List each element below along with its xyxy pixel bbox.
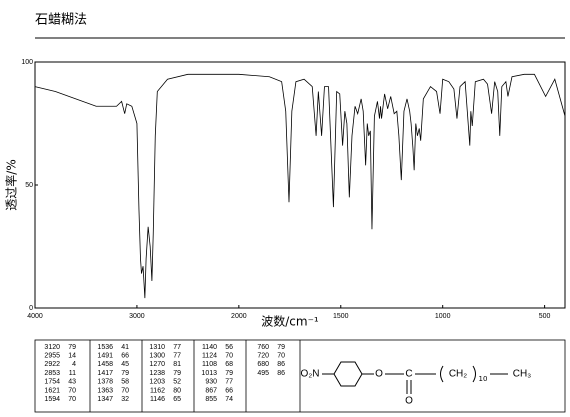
peak-transmittance: 70 [277,353,285,360]
peak-wavenumber: 1621 [44,387,60,394]
peak-transmittance: 32 [121,396,129,403]
peak-transmittance: 77 [225,379,233,386]
peak-wavenumber: 2955 [44,353,60,360]
peak-wavenumber: 1363 [97,387,113,394]
x-axis-label: 波数/cm⁻¹ [261,314,319,329]
peak-transmittance: 14 [68,353,76,360]
peak-transmittance: 79 [121,370,129,377]
peak-transmittance: 66 [225,387,233,394]
x-tick-label: 1000 [435,313,451,320]
peak-transmittance: 11 [69,370,76,377]
peak-transmittance: 74 [225,396,233,403]
peak-wavenumber: 2853 [44,370,60,377]
peak-transmittance: 79 [277,344,285,351]
plot-frame [34,61,566,309]
peak-wavenumber: 1536 [97,344,113,351]
peak-wavenumber: 930 [205,379,217,386]
peak-wavenumber: 855 [205,396,217,403]
peak-wavenumber: 1300 [149,353,165,360]
struct-label: CH₂ [449,369,467,380]
peak-transmittance: 70 [121,387,129,394]
y-axis-label: 透过率/% [4,159,19,210]
structure: O₂N O C O CH₂ 10 CH₃ [301,361,532,407]
x-tick-label: 4000 [27,313,43,320]
bracket [472,365,476,383]
y-tick-label: 50 [25,182,33,189]
peak-transmittance: 66 [121,353,129,360]
peak-transmittance: 45 [121,361,129,368]
peak-transmittance: 81 [173,361,181,368]
peak-wavenumber: 495 [257,370,269,377]
peak-wavenumber: 1491 [97,353,113,360]
peak-transmittance: 56 [225,344,233,351]
peak-transmittance: 70 [225,353,233,360]
page-title: 石蜡糊法 [35,12,87,28]
benzene [333,361,363,387]
peak-transmittance: 77 [173,353,181,360]
peak-transmittance: 79 [68,344,76,351]
x-tick-label: 500 [539,313,551,320]
peak-wavenumber: 720 [257,353,269,360]
bracket [440,365,444,383]
peak-transmittance: 43 [68,379,76,386]
peak-transmittance: 4 [72,361,76,368]
x-tick-label: 1500 [333,313,349,320]
peak-wavenumber: 1417 [97,370,113,377]
peak-wavenumber: 1124 [202,353,217,360]
peak-wavenumber: 1162 [150,387,165,394]
peak-wavenumber: 1458 [97,361,113,368]
y-tick-label: 0 [29,305,33,312]
peak-wavenumber: 867 [205,387,217,394]
peak-wavenumber: 1310 [149,344,165,351]
peak-transmittance: 79 [173,370,181,377]
struct-label: CH₃ [513,369,532,380]
peak-transmittance: 70 [68,396,76,403]
peak-transmittance: 65 [173,396,181,403]
peak-transmittance: 79 [225,370,233,377]
peak-wavenumber: 1594 [44,396,60,403]
peak-transmittance: 86 [277,361,285,368]
peak-transmittance: 77 [173,344,181,351]
peak-wavenumber: 1108 [202,361,217,368]
peak-wavenumber: 1238 [149,370,165,377]
peak-transmittance: 52 [173,379,181,386]
peak-wavenumber: 1347 [97,396,113,403]
struct-label: O₂N [301,369,320,380]
peak-wavenumber: 2922 [44,361,60,368]
peak-transmittance: 80 [173,387,181,394]
peak-wavenumber: 1140 [202,344,217,351]
peak-wavenumber: 1270 [149,361,165,368]
peak-wavenumber: 1013 [201,370,217,377]
peak-wavenumber: 1378 [97,379,113,386]
peak-transmittance: 41 [121,344,129,351]
peak-transmittance: 86 [277,370,285,377]
peak-wavenumber: 3120 [44,344,60,351]
spectrum-line [34,73,566,299]
struct-label: O [375,369,383,380]
x-tick-label: 2000 [231,313,247,320]
peak-wavenumber: 1203 [149,379,165,386]
peak-wavenumber: 760 [257,344,269,351]
peak-wavenumber: 680 [257,361,269,368]
struct-label: O [405,396,413,407]
peak-transmittance: 58 [121,379,129,386]
y-tick-label: 100 [21,59,33,66]
x-tick-label: 3000 [129,313,145,320]
peak-transmittance: 70 [68,387,76,394]
struct-label: C [405,369,412,380]
peak-wavenumber: 1754 [44,379,60,386]
struct-label: 10 [479,375,488,383]
peak-wavenumber: 1146 [150,396,165,403]
peak-transmittance: 68 [225,361,233,368]
